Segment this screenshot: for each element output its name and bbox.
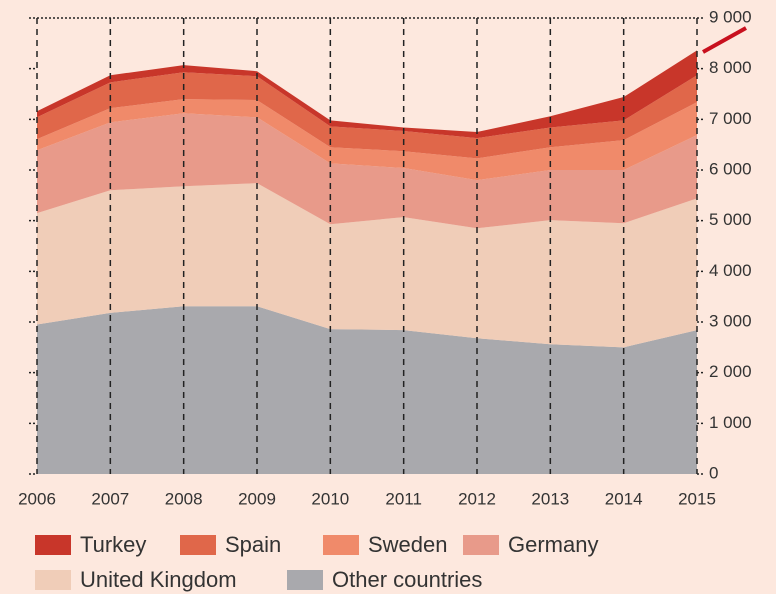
area: [37, 99, 697, 181]
legend-swatch: [287, 570, 323, 590]
x-tick-label: 2010: [311, 489, 349, 508]
x-tick-label: 2013: [531, 489, 569, 508]
area: [37, 72, 697, 159]
y-tick-label: 1 000: [709, 413, 752, 432]
area: [37, 113, 697, 229]
x-tick-label: 2009: [238, 489, 276, 508]
y-tick-label: 9 000: [709, 7, 752, 26]
y-tick-label: 7 000: [709, 109, 752, 128]
y-tick-label: 3 000: [709, 311, 752, 330]
legend-label: Other countries: [332, 567, 482, 592]
legend-label: Germany: [508, 532, 598, 557]
area: [37, 50, 697, 139]
legend-swatch: [35, 570, 71, 590]
legend-label: United Kingdom: [80, 567, 237, 592]
legend-swatch: [180, 535, 216, 555]
x-tick-label: 2008: [165, 489, 203, 508]
legend-swatch: [35, 535, 71, 555]
x-tick-label: 2007: [91, 489, 129, 508]
y-tick-label: 6 000: [709, 159, 752, 178]
areas: [37, 50, 697, 474]
area: [37, 183, 697, 348]
legend-label: Spain: [225, 532, 281, 557]
y-tick-label: 2 000: [709, 362, 752, 381]
x-tick-label: 2006: [18, 489, 56, 508]
y-tick-label: 0: [709, 463, 718, 482]
legend-label: Turkey: [80, 532, 146, 557]
area: [37, 306, 697, 474]
x-tick-label: 2012: [458, 489, 496, 508]
x-tick-label: 2014: [605, 489, 643, 508]
x-tick-label: 2011: [385, 489, 422, 508]
legend-swatch: [323, 535, 359, 555]
x-tick-label: 2015: [678, 489, 716, 508]
y-tick-label: 8 000: [709, 58, 752, 77]
y-tick-label: 5 000: [709, 210, 752, 229]
decoration-line: [702, 26, 747, 54]
legend-label: Sweden: [368, 532, 448, 557]
legend-swatch: [463, 535, 499, 555]
y-tick-label: 4 000: [709, 261, 752, 280]
